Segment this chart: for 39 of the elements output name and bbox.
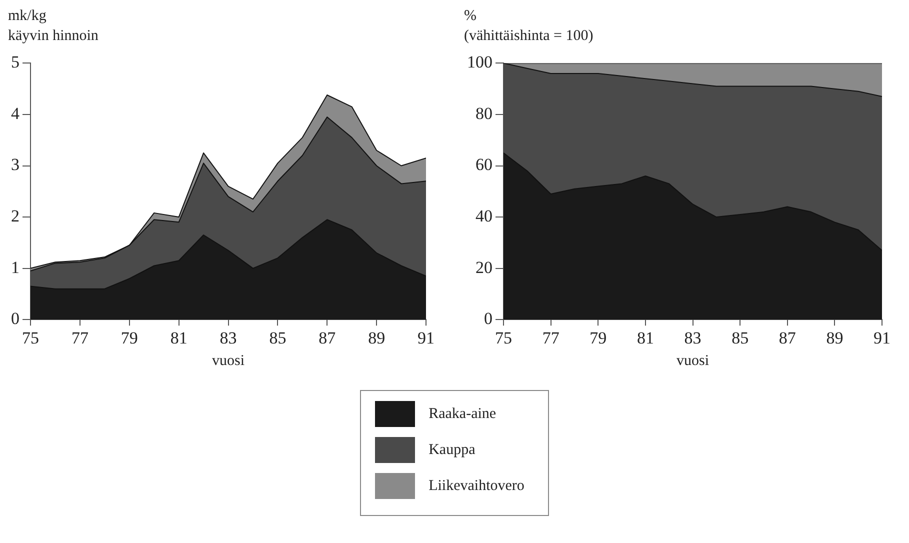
x-tick-label: 81 (170, 328, 188, 348)
x-tick-label: 85 (732, 328, 749, 348)
x-tick-label: 77 (542, 328, 560, 348)
legend-label: Liikevaihtovero (428, 478, 524, 494)
chart-subtitle: käyvin hinnoin (8, 28, 100, 46)
legend-label: Kauppa (428, 442, 476, 458)
x-tick-label: 83 (220, 328, 237, 348)
y-tick-label: 60 (476, 155, 492, 174)
x-tick-label: 87 (318, 328, 336, 348)
x-axis-title: vuosi (212, 352, 245, 369)
y-tick-label: 20 (476, 258, 492, 277)
y-tick-label: 3 (11, 155, 20, 174)
x-tick-label: 75 (495, 328, 512, 348)
y-tick-label: 2 (11, 206, 20, 226)
y-tick-label: 0 (11, 309, 20, 328)
chart-title: % (464, 8, 478, 26)
y-tick-label: 0 (484, 309, 492, 328)
y-tick-label: 40 (476, 206, 492, 226)
x-tick-label: 75 (22, 328, 39, 348)
x-tick-label: 79 (120, 328, 138, 348)
x-tick-label: 87 (778, 328, 796, 348)
x-tick-label: 77 (71, 328, 89, 348)
x-tick-label: 79 (590, 328, 607, 348)
chart-subtitle: (vähittäishinta = 100) (464, 28, 594, 46)
y-tick-label: 5 (11, 52, 20, 72)
y-tick-label: 100 (467, 52, 492, 72)
x-tick-label: 89 (826, 328, 844, 348)
x-tick-label: 83 (684, 328, 702, 348)
y-tick-label: 4 (11, 104, 20, 123)
x-tick-label: 81 (636, 328, 654, 348)
x-axis-title: vuosi (676, 352, 710, 369)
legend-label: Raaka-aine (428, 406, 496, 422)
y-tick-label: 80 (476, 104, 492, 123)
x-tick-label: 89 (368, 328, 386, 348)
y-tick-label: 1 (11, 258, 20, 277)
x-tick-label: 91 (418, 328, 434, 348)
chart-title: mk/kg (8, 8, 48, 26)
x-tick-label: 85 (269, 328, 286, 348)
x-tick-label: 91 (874, 328, 890, 348)
